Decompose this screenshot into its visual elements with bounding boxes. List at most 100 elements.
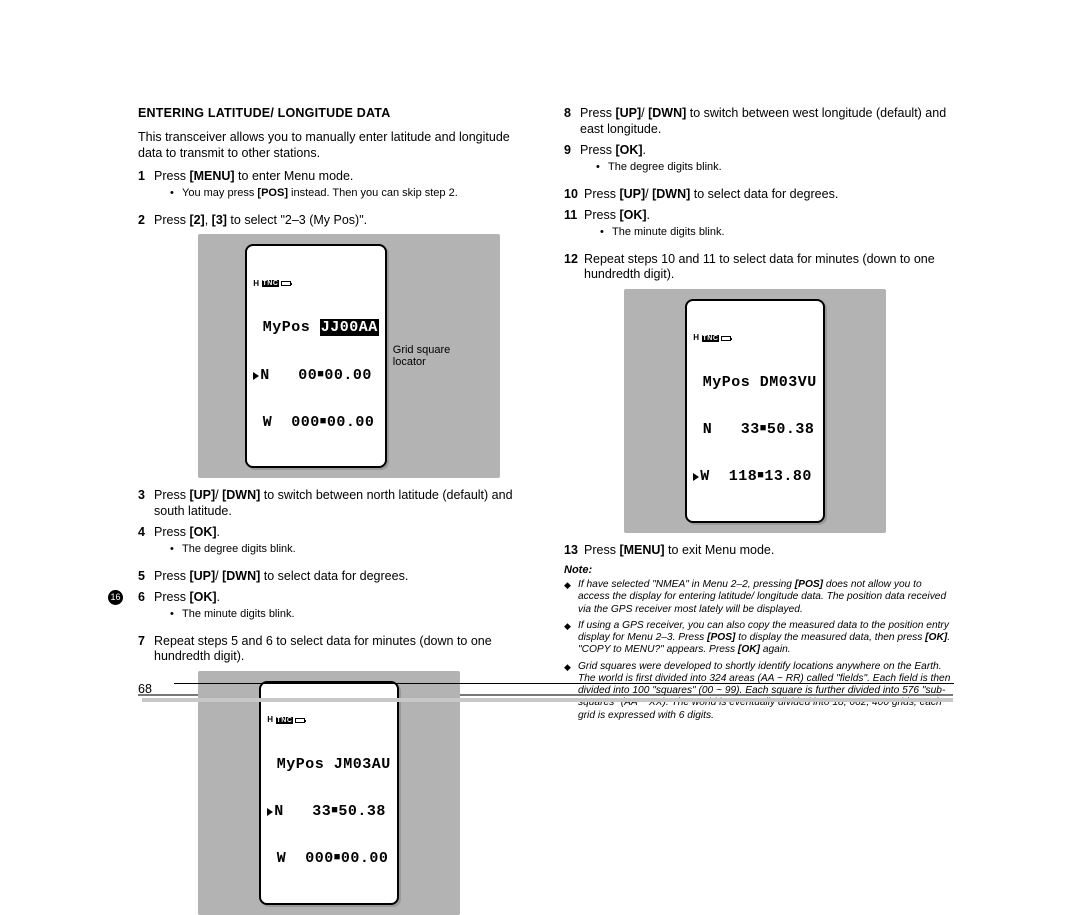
key-up: [UP] [615,106,641,120]
steps-list-left: 1 Press [MENU] to enter Menu mode. You m… [138,169,526,228]
step-body: Press [UP]/ [DWN] to select data for deg… [154,569,526,585]
sub-bullets: The degree digits blink. [170,543,526,557]
t: . [643,143,646,157]
steps-list-left-2: 3 Press [UP]/ [DWN] to switch between no… [138,488,526,665]
t: N 33■50.38 [274,803,386,820]
lcd-h-icon: H [267,716,273,724]
step-number: 8 [564,106,580,137]
t: The minute digits blink. [612,226,725,240]
step-body: Press [MENU] to enter Menu mode. You may… [154,169,526,206]
sub-bullets: The minute digits blink. [600,226,952,240]
lcd-h-icon: H [253,280,259,288]
t: MyPos JM03AU [267,756,391,773]
lcd-figure-1: H TNC MyPos JJ00AA N 00■00.00 W 000■00.0… [198,234,500,478]
sub-bullet: The degree digits blink. [596,161,952,175]
step-2: 2 Press [2], [3] to select "2–3 (My Pos)… [138,213,526,229]
footer-rule [174,683,954,684]
step-text: Press [154,169,189,183]
key-menu: [MENU] [189,169,234,183]
sub-bullet: The minute digits blink. [600,226,952,240]
step-7: 7 Repeat steps 5 and 6 to select data fo… [138,634,526,665]
key-pos: [POS] [707,632,735,643]
lcd-status-row: H TNC [267,716,391,724]
step-13: 13 Press [MENU] to exit Menu mode. [564,543,952,559]
step-number: 4 [138,525,154,562]
cursor-icon [267,808,273,816]
t: Press [154,213,189,227]
t: Press [584,543,619,557]
sub-bullets: The minute digits blink. [170,608,526,622]
t: , [205,213,212,227]
page-number: 68 [138,682,152,696]
side-reference-marker: 16 [108,590,126,605]
t: . [217,590,220,604]
step-3: 3 Press [UP]/ [DWN] to switch between no… [138,488,526,519]
lcd-line-3: W 000■00.00 [267,851,391,867]
t: If have selected "NMEA" in Menu 2–2, pre… [578,579,795,590]
key-ok: [OK] [738,644,760,655]
key-up: [UP] [189,488,215,502]
t: W 000■00.00 [267,850,388,867]
step-4: 4 Press [OK]. The degree digits blink. [138,525,526,562]
note-text: Grid squares were developed to shortly i… [578,661,952,722]
lcd-screen: H TNC MyPos JM03AU N 33■50.38 W 000■00.0… [259,681,399,905]
two-column-layout: ENTERING LATITUDE/ LONGITUDE DATA This t… [138,106,953,671]
page-shadow [142,698,953,702]
bullet-text: You may press [POS] instead. Then you ca… [182,187,458,201]
t: The minute digits blink. [182,608,295,622]
circled-number-icon: 16 [108,590,123,605]
step-number: 2 [138,213,154,229]
key-ok: [OK] [925,632,947,643]
t: to select data for degrees. [260,569,408,583]
note-item: Grid squares were developed to shortly i… [564,661,952,722]
sub-bullet: The degree digits blink. [170,543,526,557]
lcd-line-2: N 00■00.00 [253,368,379,384]
lcd-tnc-icon: TNC [262,280,280,287]
step-number: 12 [564,252,584,283]
step-body: Press [OK]. The degree digits blink. [154,525,526,562]
key-dwn: [DWN] [222,569,260,583]
sub-bullet: You may press [POS] instead. Then you ca… [170,187,526,201]
t: Press [584,208,619,222]
t: MyPos DM03VU [693,374,817,391]
lcd-line-1: MyPos JJ00AA [253,320,379,336]
note-item: If have selected "NMEA" in Menu 2–2, pre… [564,579,952,616]
grid-square-highlight: JJ00AA [320,319,379,336]
lcd-battery-icon [721,336,731,341]
lcd-battery-icon [295,718,305,723]
step-number: 10 [564,187,584,203]
lcd-figure-2: H TNC MyPos JM03AU N 33■50.38 W 000■00.0… [198,671,460,915]
sub-bullets: You may press [POS] instead. Then you ca… [170,187,526,201]
lcd-line-2: N 33■50.38 [267,804,391,820]
step-body: Press [OK]. The minute digits blink. [584,208,952,245]
key-up: [UP] [619,187,645,201]
step-10: 10 Press [UP]/ [DWN] to select data for … [564,187,952,203]
step-8: 8 Press [UP]/ [DWN] to switch between we… [564,106,952,137]
step-body: Press [OK]. The degree digits blink. [580,143,952,180]
t: You may press [182,187,257,199]
key-3: [3] [212,213,227,227]
lcd-line-2: N 33■50.38 [693,422,817,438]
t: MyPos [263,319,320,336]
sub-bullet: The minute digits blink. [170,608,526,622]
step-11: 11 Press [OK]. The minute digits blink. [564,208,952,245]
manual-page: ENTERING LATITUDE/ LONGITUDE DATA This t… [138,106,953,696]
t: W 118■13.80 [700,468,812,485]
step-text: to enter Menu mode. [235,169,354,183]
step-body: Press [UP]/ [DWN] to switch between nort… [154,488,526,519]
step-body: Press [MENU] to exit Menu mode. [584,543,952,559]
lcd-line-1: MyPos JM03AU [267,757,391,773]
key-dwn: [DWN] [222,488,260,502]
t: to display the measured data, then press [735,632,925,643]
t: The degree digits blink. [608,161,722,175]
step-number: 6 [138,590,154,627]
step-body: Repeat steps 5 and 6 to select data for … [154,634,526,665]
note-heading: Note: [564,564,952,576]
key-ok: [OK] [615,143,642,157]
t: . [647,208,650,222]
lcd-line-3: W 118■13.80 [693,469,817,485]
t: Press [580,106,615,120]
note-text: If have selected "NMEA" in Menu 2–2, pre… [578,579,952,616]
lcd-line-3: W 000■00.00 [253,415,379,431]
step-body: Press [UP]/ [DWN] to select data for deg… [584,187,952,203]
